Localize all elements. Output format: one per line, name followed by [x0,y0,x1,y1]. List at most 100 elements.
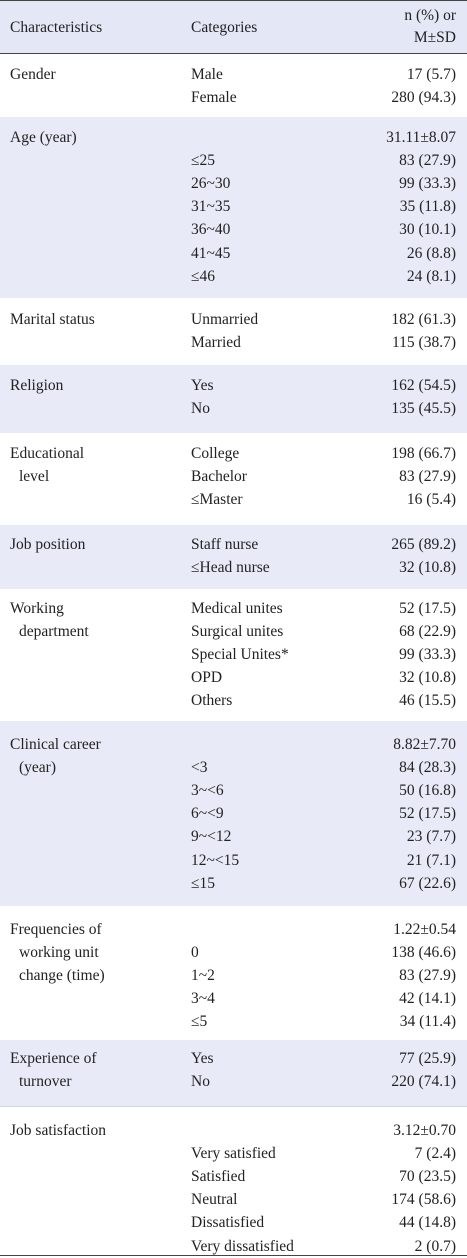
row-group: Job position Staff nurse 265 (89.2) ≤Head n… [0,525,467,589]
header-characteristics: Characteristics [10,19,103,36]
value-cell: 21 (7.1) [406,851,456,869]
value-cell: 138 (46.6) [391,944,456,962]
row-group: Clinical career (year) 8.82±7.70 <3 84 (28.3… [0,721,467,906]
value-cell: 77 (25.9) [399,1050,456,1067]
category-cell: ≤5 [191,1013,208,1031]
category-cell: OPD [191,669,223,687]
value-cell: 198 (66.7) [391,445,456,462]
value-cell: 50 (16.8) [399,782,456,800]
table-header: Characteristics Categories n (%) or M±SD [0,0,467,54]
category-cell: ≤Head nurse [191,559,270,577]
category-cell: Neutral [191,1191,238,1209]
category-cell: Surgical unites [191,623,284,641]
category-cell: Married [191,334,241,352]
characteristic-label: working unit [19,944,99,962]
value-cell: 115 (38.7) [392,334,456,352]
value-cell: 52 (17.5) [399,805,456,823]
category-cell: College [191,445,240,462]
row-group: Age (year) 31.11±8.07 ≤25 83 (27.9) 26~30 99 … [0,117,467,298]
category-cell: ≤15 [191,874,216,892]
value-cell: 182 (61.3) [391,311,456,328]
characteristic-label: Experience of [10,1050,97,1067]
value-cell: 68 (22.9) [399,623,456,641]
category-cell: Yes [191,377,214,394]
category-cell: Dissatisfied [191,1214,265,1232]
value-cell: 83 (27.9) [399,967,456,985]
value-cell: 46 (15.5) [399,692,456,710]
characteristic-label: Job position [10,536,86,553]
header-value-line1: n (%) or [404,7,456,24]
category-cell: 0 [191,944,199,962]
value-cell: 265 (89.2) [391,536,456,553]
category-cell: Bachelor [191,468,247,486]
characteristic-label: Age (year) [10,129,77,146]
category-cell: 6~<9 [191,805,224,823]
value-cell: 32 (10.8) [399,559,456,577]
characteristic-label: Clinical career [10,736,101,753]
characteristic-label: Educational [10,445,85,462]
category-cell: 36~40 [191,221,231,239]
row-group: Religion Yes 162 (54.5) No 135 (45.5) [0,365,467,433]
category-cell: Medical unites [191,600,283,617]
value-cell: 52 (17.5) [399,600,456,617]
characteristic-label: (year) [19,759,56,777]
category-cell: No [191,1073,210,1091]
value-cell: 220 (74.1) [391,1073,456,1091]
characteristic-label: Working [10,600,64,617]
category-cell: Special Unites* [191,646,289,664]
category-cell: <3 [191,759,208,777]
row-group: Marital status Unmarried 182 (61.3) Married… [0,298,467,365]
category-cell: 31~35 [191,198,231,216]
value-cell: 24 (8.1) [406,267,456,285]
characteristic-label: Frequencies of [10,921,102,938]
value-cell: 83 (27.9) [399,152,456,170]
category-cell: ≤25 [191,152,216,170]
characteristic-label: level [19,468,50,486]
value-cell: 35 (11.8) [399,198,456,216]
row-group: Job satisfaction 3.12±0.70 Very satisfied 7… [0,1106,467,1255]
value-cell: 83 (27.9) [399,468,456,486]
category-cell: Yes [191,1050,214,1067]
value-cell: 3.12±0.70 [393,1122,456,1139]
value-cell: 34 (11.4) [399,1013,456,1031]
value-cell: 17 (5.7) [406,66,456,83]
category-cell: No [191,400,210,418]
value-cell: 84 (28.3) [399,759,456,777]
header-categories: Categories [191,19,258,36]
characteristic-label: Gender [10,66,56,83]
category-cell: Staff nurse [191,536,259,553]
value-cell: 99 (33.3) [399,646,456,664]
row-group: Working department Medical unites 52 (17.5)… [0,589,467,721]
category-cell: Very satisfied [191,1145,276,1163]
row-group: Frequencies of working unit change (time) 1… [0,906,467,1040]
value-cell: 7 (2.4) [414,1145,456,1163]
value-cell: 1.22±0.54 [393,921,456,938]
category-cell: 9~<12 [191,828,232,846]
category-cell: Satisfied [191,1168,246,1186]
value-cell: 23 (7.7) [406,828,456,846]
category-cell: Unmarried [191,311,259,328]
category-cell: Very dissatisfied [191,1237,294,1255]
category-cell: 1~2 [191,967,215,985]
category-cell: 3~<6 [191,782,224,800]
table-bottom-rule [0,1255,467,1256]
characteristic-label: Job satisfaction [10,1122,106,1139]
value-cell: 42 (14.1) [399,990,456,1008]
value-cell: 280 (94.3) [391,89,456,107]
row-group: Educational level College 198 (66.7) Bachelo… [0,433,467,525]
value-cell: 2 (0.7) [414,1237,456,1255]
value-cell: 8.82±7.70 [393,736,456,753]
characteristic-label: department [19,623,89,641]
value-cell: 174 (58.6) [391,1191,456,1209]
category-cell: Others [191,692,233,710]
value-cell: 16 (5.4) [406,491,456,509]
category-cell: 3~4 [191,990,215,1008]
value-cell: 67 (22.6) [399,874,456,892]
value-cell: 44 (14.8) [399,1214,456,1232]
value-cell: 32 (10.8) [399,669,456,687]
category-cell: 12~<15 [191,851,240,869]
category-cell: 26~30 [191,175,231,193]
value-cell: 135 (45.5) [391,400,456,418]
row-group: Experience of turnover Yes 77 (25.9) No 220 (… [0,1040,467,1106]
